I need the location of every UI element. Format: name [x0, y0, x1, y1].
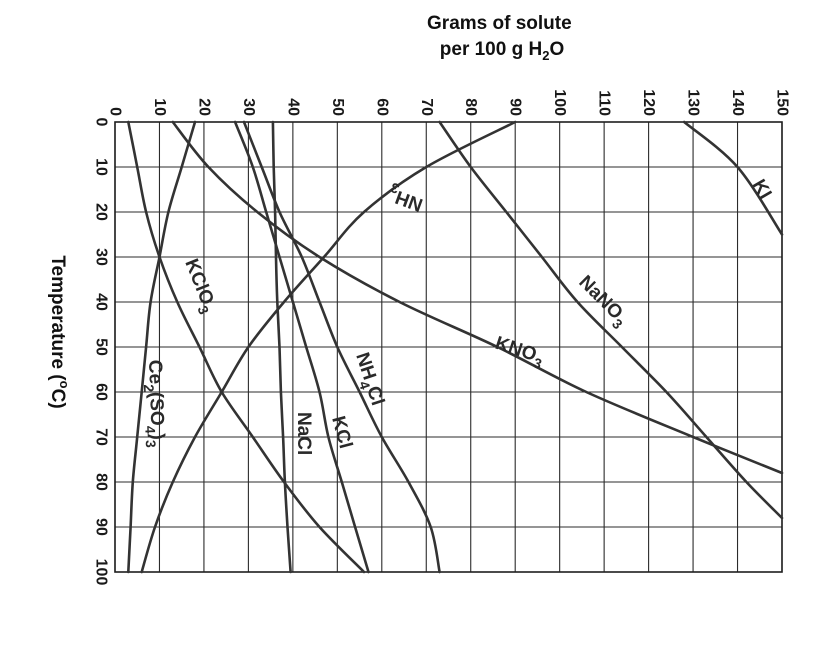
series-curves [127, 120, 784, 574]
y-tick-label-40: 40 [93, 293, 110, 311]
series-label-ki: KI [748, 176, 776, 203]
curve-nacl [271, 120, 292, 574]
series-label-ce2so43-paren: ) [147, 433, 168, 440]
y-tick-label-30: 30 [93, 248, 110, 266]
x-tick-label-0: 0 [107, 107, 124, 116]
y-tick-label-100: 100 [93, 559, 110, 586]
series-label-kno3: KNO3 [491, 333, 547, 372]
series-label-nh4cl-main: NH [351, 350, 379, 383]
y-tick-label-50: 50 [93, 338, 110, 356]
curve-nano3 [438, 120, 784, 520]
y-tick-label-10: 10 [93, 158, 110, 176]
series-label-kno3-main: KNO [492, 333, 539, 366]
x-tick-label-140: 140 [729, 89, 746, 116]
curve-ce2so43 [127, 120, 197, 574]
series-label-ce2so43: Ce2(SO4)3 [140, 359, 168, 448]
y-axis-title-main: Temperature ( [47, 255, 68, 381]
series-label-ce2so43-sub2: 2 [141, 384, 157, 393]
y-tick-label-20: 20 [93, 203, 110, 221]
tick-labels: 0 10 20 30 40 50 60 70 80 90 100 110 120 130 140 150 0 10… [93, 89, 791, 585]
x-tick-label-120: 120 [640, 89, 657, 116]
x-axis-title-subscript: 2 [542, 48, 549, 63]
y-axis-title-superscript: o [57, 381, 72, 389]
curve-kcl [233, 120, 370, 574]
series-label-kclo3-subscript: 3 [194, 303, 212, 316]
x-axis-title-line2: per 100 g H2O [440, 39, 564, 63]
x-axis-title-end: O [549, 39, 564, 60]
series-label-nh3: NH3 [385, 179, 427, 215]
curve-kno3 [171, 120, 784, 475]
series-label-ce2so43-sub3: 3 [143, 440, 159, 449]
y-tick-label-80: 80 [93, 473, 110, 491]
x-axis-title-line1: Grams of solute [427, 13, 572, 34]
x-tick-label-10: 10 [151, 98, 168, 116]
series-label-ce2so43-ce: Ce [144, 359, 166, 384]
y-axis-title: Temperature (oC) [47, 255, 72, 408]
x-axis-title: Grams of solute per 100 g H2O [427, 13, 577, 63]
y-axis-title-end: C) [47, 389, 68, 409]
series-label-nacl: NaCl [293, 412, 314, 455]
series-label-ce2so43-so: (SO [145, 392, 167, 426]
x-tick-label-150: 150 [774, 89, 791, 116]
y-tick-label-70: 70 [93, 428, 110, 446]
x-tick-label-70: 70 [418, 98, 435, 116]
series-label-ce2so43-sub4: 4 [142, 426, 158, 435]
x-tick-label-130: 130 [685, 89, 702, 116]
x-tick-label-60: 60 [373, 98, 390, 116]
curve-kclo3 [127, 120, 366, 574]
x-axis-title-main: per 100 g H [440, 39, 542, 60]
x-tick-label-110: 110 [596, 90, 613, 116]
x-tick-label-30: 30 [240, 98, 257, 116]
series-label-nacl-text: NaCl [293, 412, 314, 455]
x-tick-label-40: 40 [284, 98, 301, 116]
x-tick-label-20: 20 [195, 98, 212, 116]
y-tick-label-60: 60 [93, 383, 110, 401]
curve-nh3 [140, 120, 517, 574]
x-tick-label-90: 90 [507, 98, 524, 116]
y-tick-label-0: 0 [93, 118, 110, 127]
series-label-ki-text: KI [748, 176, 776, 203]
series-label-kclo3-main: KClO [180, 256, 217, 308]
plot-frame [114, 121, 783, 573]
x-tick-label-100: 100 [551, 89, 568, 116]
x-tick-label-80: 80 [462, 98, 479, 116]
y-tick-label-90: 90 [93, 518, 110, 536]
grid [114, 121, 783, 573]
series-label-kclo3: KClO3 [177, 256, 221, 317]
x-tick-label-50: 50 [329, 98, 346, 116]
curve-ki [682, 120, 784, 236]
